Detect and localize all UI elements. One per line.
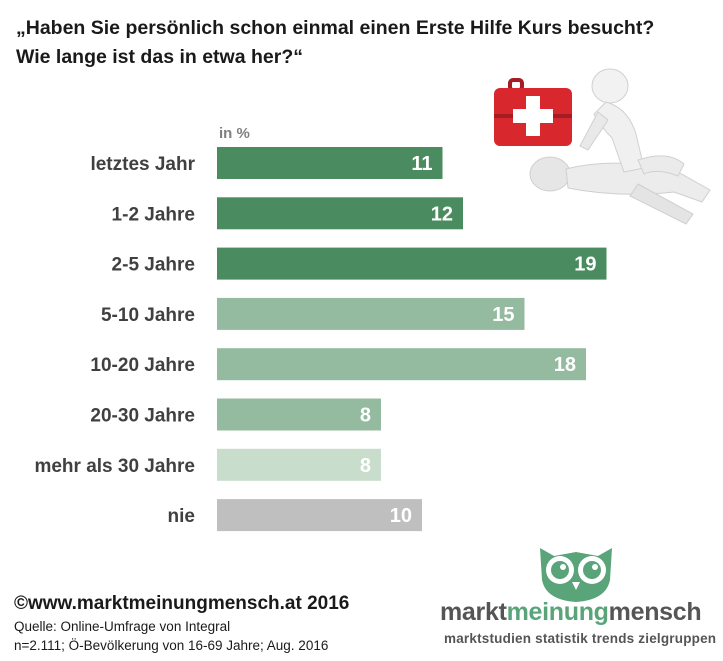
category-label-4: 10-20 Jahre — [90, 355, 195, 376]
bar-5 — [217, 398, 381, 431]
value-label-3: 15 — [492, 304, 514, 326]
category-label-5: 20-30 Jahre — [90, 406, 195, 427]
bar-3 — [217, 297, 525, 330]
category-label-3: 5-10 Jahre — [101, 305, 195, 326]
bar-4 — [217, 348, 586, 381]
copyright-text: ©www.marktmeinungmensch.at 2016 — [14, 593, 350, 614]
value-label-4: 18 — [554, 354, 576, 376]
source-line-1: Quelle: Online-Umfrage von Integral — [14, 619, 231, 634]
logo-word-markt: markt — [440, 598, 507, 626]
source-note: Quelle: Online-Umfrage von Integral n=2.… — [14, 617, 328, 655]
title-line-2: Wie lange ist das in etwa her?“ — [16, 46, 303, 68]
category-label-0: letztes Jahr — [90, 154, 195, 175]
first-aid-cpr-icon — [494, 68, 711, 225]
category-label-2: 2-5 Jahre — [112, 255, 195, 276]
logo-word-mensch: mensch — [608, 598, 702, 626]
bar-2 — [217, 247, 607, 280]
value-label-0: 11 — [411, 153, 432, 175]
unit-label: in % — [219, 125, 250, 142]
bar-1 — [217, 197, 463, 230]
logo-tagline: marktstudien statistik trends zielgruppe… — [444, 631, 717, 646]
value-label-1: 12 — [431, 203, 453, 225]
value-label-6: 8 — [360, 455, 371, 477]
logo-word-meinung: meinung — [506, 598, 609, 626]
source-line-2: n=2.111; Ö-Bevölkerung von 16-69 Jahre; … — [14, 638, 329, 653]
owl-logo-icon — [540, 548, 612, 602]
brand-logo: marktmeinungmensch marktstudien statisti… — [436, 540, 718, 658]
bar-0 — [217, 147, 443, 179]
category-label-6: mehr als 30 Jahre — [34, 456, 195, 477]
logo-wordmark: marktmeinungmensch — [440, 598, 702, 627]
title-line-1: „Haben Sie persönlich schon einmal einen… — [16, 17, 655, 39]
value-label-2: 19 — [574, 254, 596, 276]
value-label-5: 8 — [360, 405, 371, 427]
chart-title: „Haben Sie persönlich schon einmal einen… — [16, 14, 716, 72]
bar-7 — [217, 499, 422, 532]
bar-6 — [217, 448, 381, 481]
value-label-7: 10 — [390, 505, 412, 527]
category-label-7: nie — [168, 506, 195, 527]
category-label-1: 1-2 Jahre — [112, 204, 195, 225]
